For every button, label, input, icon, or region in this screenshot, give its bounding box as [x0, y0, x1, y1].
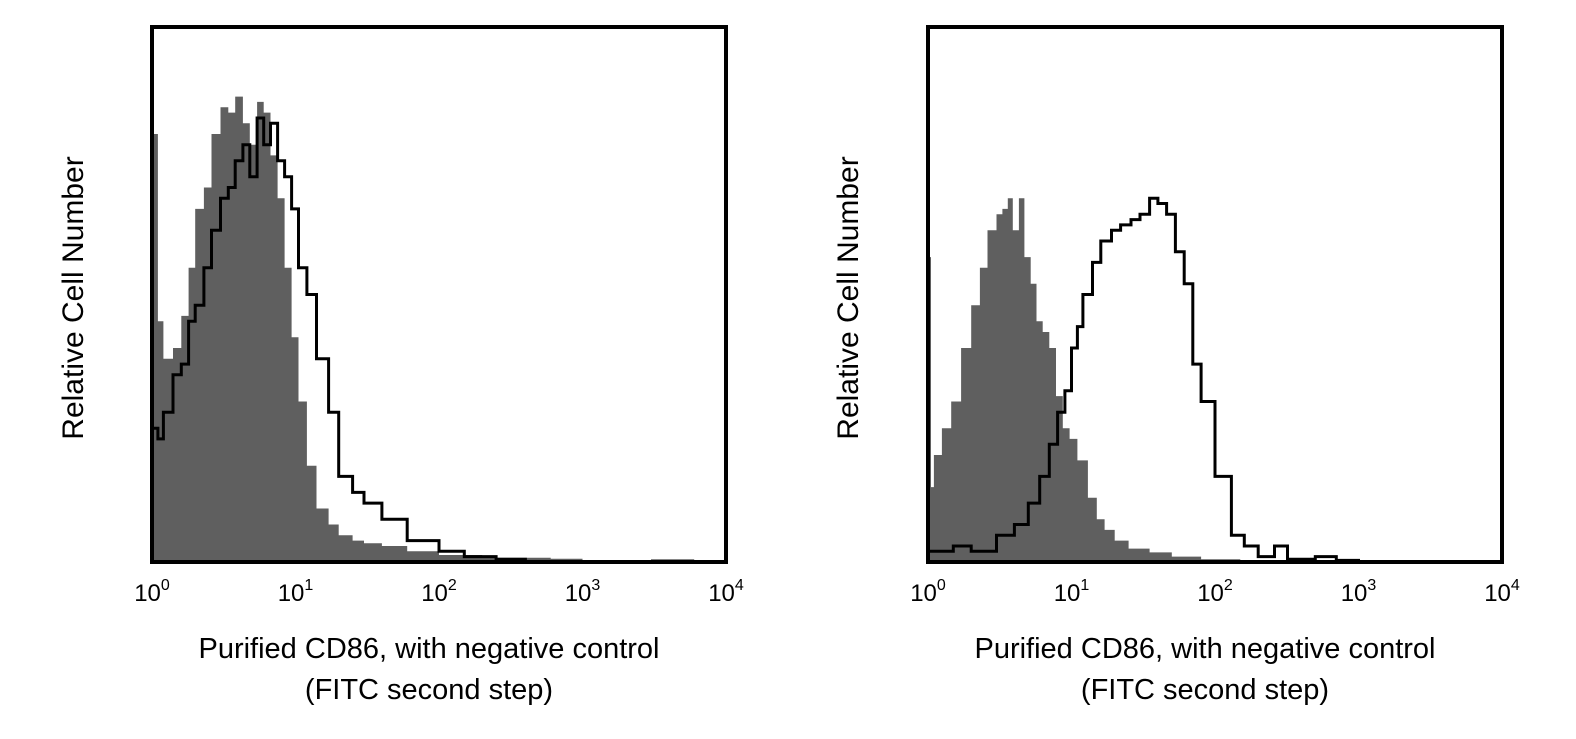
plot-frame	[150, 25, 728, 564]
histogram-outline-series	[152, 116, 726, 564]
plot-frame	[926, 25, 1504, 564]
x-axis-sublabel: (FITC second step)	[305, 674, 553, 706]
x-tick-label: 103	[1341, 577, 1377, 607]
x-tick-label: 103	[565, 577, 601, 607]
x-axis-sublabel: (FITC second step)	[1081, 674, 1329, 706]
histogram-outline-series	[928, 196, 1502, 564]
histogram-fill-layer	[928, 198, 1502, 562]
chart-panel-2: 100 101 102 103 104 Relative Cell Number Pur…	[832, 25, 1520, 706]
x-tick-labels: 100 101 102 103 104	[134, 577, 744, 607]
x-tick-label: 101	[278, 577, 314, 607]
histogram-fill-layer	[152, 96, 726, 562]
x-tick-label: 102	[1197, 577, 1233, 607]
histogram-line-layer	[928, 196, 1502, 564]
x-tick-labels: 100 101 102 103 104	[910, 577, 1520, 607]
x-tick-label: 100	[910, 577, 946, 607]
y-axis-label: Relative Cell Number	[57, 156, 90, 439]
histogram-filled-series	[928, 198, 1502, 562]
x-axis-label: Purified CD86, with negative control	[974, 633, 1435, 665]
x-tick-label: 100	[134, 577, 170, 607]
x-tick-label: 101	[1054, 577, 1090, 607]
histogram-filled-series	[152, 96, 726, 562]
x-axis-label: Purified CD86, with negative control	[198, 633, 659, 665]
chart-panel-1: 100 101 102 103 104 Relative Cell Number Pur…	[57, 25, 744, 706]
y-axis-label: Relative Cell Number	[832, 156, 865, 439]
x-tick-label: 104	[708, 577, 744, 607]
x-tick-label: 104	[1484, 577, 1520, 607]
x-tick-label: 102	[421, 577, 457, 607]
histogram-line-layer	[152, 116, 726, 564]
